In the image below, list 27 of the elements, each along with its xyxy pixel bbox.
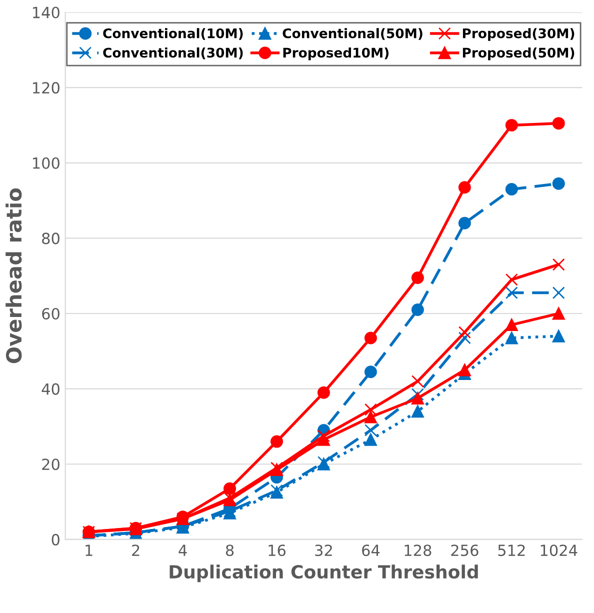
x-tick-label: 1024 (540, 544, 578, 556)
legend-label: Conventional(50M) (282, 28, 422, 40)
x-tick-label: 4 (178, 544, 187, 556)
x-tick-label: 256 (451, 544, 478, 556)
legend-label: Proposed10M) (283, 47, 389, 60)
x-tick-label: 32 (315, 544, 332, 556)
y-tick-label: 100 (32, 157, 60, 169)
legend-label: Proposed(30M) (462, 28, 574, 41)
x-tick-label: 1 (86, 544, 92, 556)
y-tick-label: 120 (32, 82, 60, 94)
x-tick-label: 2 (132, 544, 140, 556)
y-tick-label: 40 (42, 383, 60, 395)
y-tick-label: 0 (52, 534, 60, 546)
y-tick-label: 20 (42, 458, 60, 470)
x-tick-label: 512 (498, 544, 525, 556)
x-tick-label: 64 (362, 544, 380, 556)
legend-label: Proposed(50M) (462, 47, 574, 60)
x-tick-label: 128 (404, 544, 432, 556)
y-tick-label: 60 (42, 308, 60, 320)
y-axis-title: Overhead ratio (6, 188, 22, 364)
y-tick-label: 80 (42, 232, 60, 244)
x-axis-title: Duplication Counter Threshold (170, 564, 478, 582)
x-tick-label: 8 (226, 544, 234, 556)
legend-label: Conventional(30M) (103, 47, 243, 60)
legend-label: Conventional(10M) (103, 28, 243, 40)
y-tick-label: 140 (32, 6, 60, 18)
x-tick-label: 16 (268, 544, 286, 556)
